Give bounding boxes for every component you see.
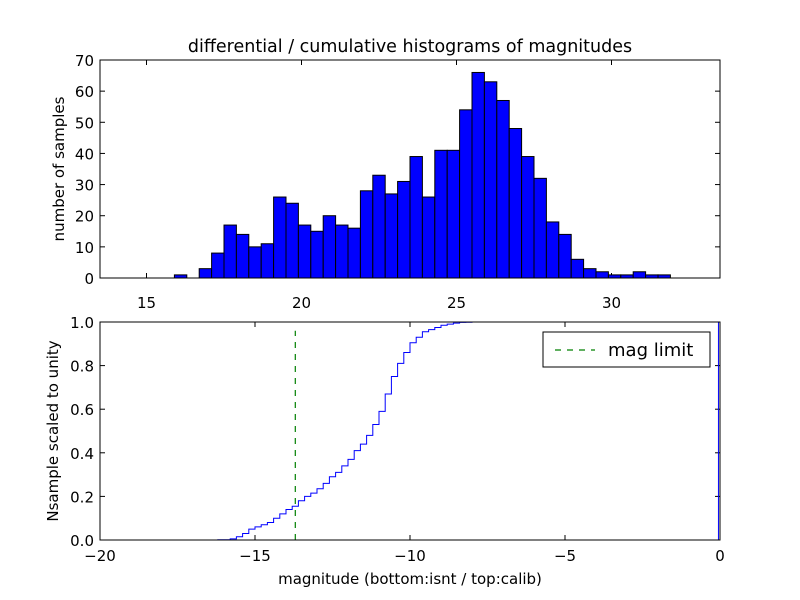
histogram-panel: differential / cumulative histograms of … xyxy=(50,37,721,312)
x-tick-label: 0 xyxy=(715,547,725,565)
y-tick-label: 20 xyxy=(75,208,94,226)
histogram-bar xyxy=(533,177,547,279)
histogram-bar xyxy=(273,196,287,279)
histogram-bar xyxy=(347,227,361,279)
histogram-bar xyxy=(248,246,262,279)
histogram-bar xyxy=(632,271,647,279)
x-tick-label: −5 xyxy=(554,547,576,565)
y-tick-label: 0.8 xyxy=(70,358,94,376)
histogram-bar xyxy=(297,224,312,279)
histogram-bar xyxy=(508,128,523,279)
histogram-bar xyxy=(471,71,485,279)
histogram-bar xyxy=(496,99,510,279)
x-tick-label: 20 xyxy=(292,294,311,312)
x-tick-label: −10 xyxy=(394,547,426,565)
histogram-bar xyxy=(570,258,585,279)
histogram-bar xyxy=(421,196,436,279)
y-tick-label: 0 xyxy=(84,270,94,288)
histogram-bar xyxy=(583,268,597,279)
histogram-bar xyxy=(409,156,423,279)
histogram-bar xyxy=(434,149,448,279)
histogram-bar xyxy=(235,233,250,279)
histogram-bar xyxy=(260,243,275,279)
y-ticks: 0 10 20 30 40 50 60 70 xyxy=(75,52,720,288)
histogram-bar xyxy=(558,233,572,279)
x-axis-label: magnitude (bottom:isnt / top:calib) xyxy=(278,570,542,588)
y-tick-label: 60 xyxy=(75,83,94,101)
histogram-bar xyxy=(459,109,473,279)
histogram-bar xyxy=(397,180,411,279)
x-tick-label: −20 xyxy=(84,547,116,565)
legend-label-mag-limit: mag limit xyxy=(608,340,693,361)
histogram-bar xyxy=(372,174,386,279)
y-tick-label: 0.6 xyxy=(70,401,94,419)
histogram-bar xyxy=(359,190,374,279)
histogram-bar xyxy=(545,221,560,279)
y-tick-label: 50 xyxy=(75,114,94,132)
y-tick-label: 1.0 xyxy=(70,314,94,332)
y-tick-label: 0.0 xyxy=(70,532,94,550)
cumulative-panel: Nsample scaled to unity magnitude (botto… xyxy=(44,314,725,588)
series-layer xyxy=(100,321,719,541)
histogram-bar xyxy=(335,224,349,279)
x-tick-label: −15 xyxy=(239,547,271,565)
histogram-bar xyxy=(285,202,299,279)
histogram-bar xyxy=(322,215,337,279)
y-ticks: 0.0 0.2 0.4 0.6 0.8 1.0 xyxy=(70,314,720,550)
histogram-bars xyxy=(173,71,671,279)
y-axis-label: number of samples xyxy=(50,96,68,241)
y-tick-label: 10 xyxy=(75,239,94,257)
y-tick-label: 70 xyxy=(75,52,94,70)
histogram-bar xyxy=(384,193,399,279)
cumulative-line xyxy=(100,321,719,541)
plot-frame xyxy=(99,321,721,541)
histogram-bar xyxy=(198,268,213,279)
histogram-bar xyxy=(483,81,498,279)
y-tick-label: 30 xyxy=(75,177,94,195)
plot-frame xyxy=(99,59,721,279)
x-tick-label: 25 xyxy=(447,294,466,312)
histogram-bar xyxy=(595,271,609,279)
histogram-bar xyxy=(310,230,324,279)
histogram-bar xyxy=(521,156,535,279)
y-axis-label: Nsample scaled to unity xyxy=(44,340,62,521)
histogram-bar xyxy=(446,149,461,279)
chart-title: differential / cumulative histograms of … xyxy=(188,37,632,57)
y-tick-label: 0.4 xyxy=(70,445,94,463)
x-tick-label: 15 xyxy=(137,294,156,312)
x-tick-label: 30 xyxy=(602,294,621,312)
histogram-bar xyxy=(223,224,237,279)
x-ticks: 15 20 25 30 xyxy=(137,60,621,312)
histogram-bar xyxy=(211,252,225,279)
y-tick-label: 40 xyxy=(75,145,94,163)
y-tick-label: 0.2 xyxy=(70,488,94,506)
legend: mag limit xyxy=(542,331,711,368)
